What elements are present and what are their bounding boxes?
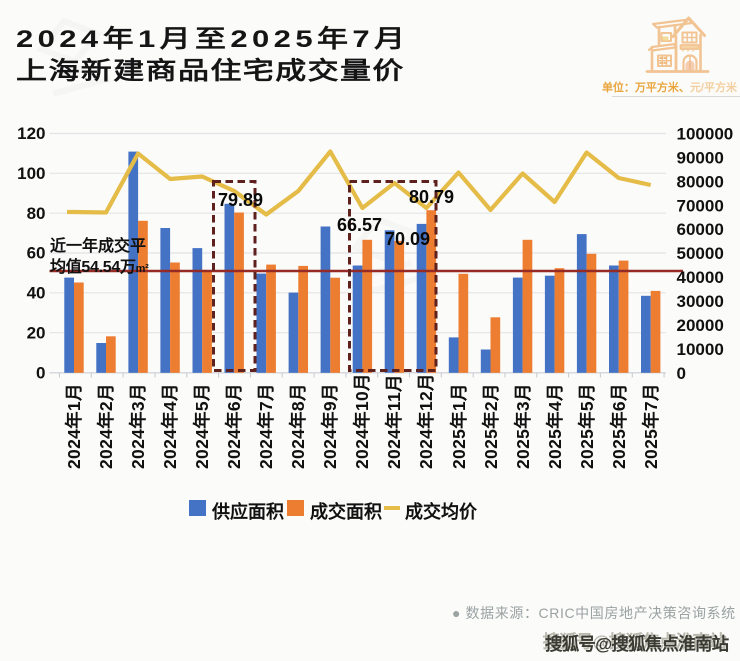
svg-text:90000: 90000	[677, 148, 724, 167]
svg-text:0: 0	[677, 364, 686, 383]
svg-text:80000: 80000	[677, 172, 724, 191]
svg-text:100: 100	[17, 164, 45, 183]
svg-text:50000: 50000	[677, 244, 724, 263]
svg-text:20000: 20000	[677, 316, 724, 335]
svg-text:40: 40	[27, 284, 46, 303]
svg-text:40000: 40000	[677, 268, 724, 287]
svg-text:60000: 60000	[677, 220, 724, 239]
svg-text:10000: 10000	[677, 340, 724, 359]
svg-text:20: 20	[27, 323, 46, 342]
svg-text:70000: 70000	[677, 196, 724, 215]
svg-text:80: 80	[27, 204, 46, 223]
svg-text:100000: 100000	[677, 125, 734, 144]
svg-text:0: 0	[36, 364, 45, 383]
svg-text:120: 120	[17, 124, 45, 143]
svg-text:60: 60	[27, 244, 46, 263]
svg-text:30000: 30000	[677, 292, 724, 311]
